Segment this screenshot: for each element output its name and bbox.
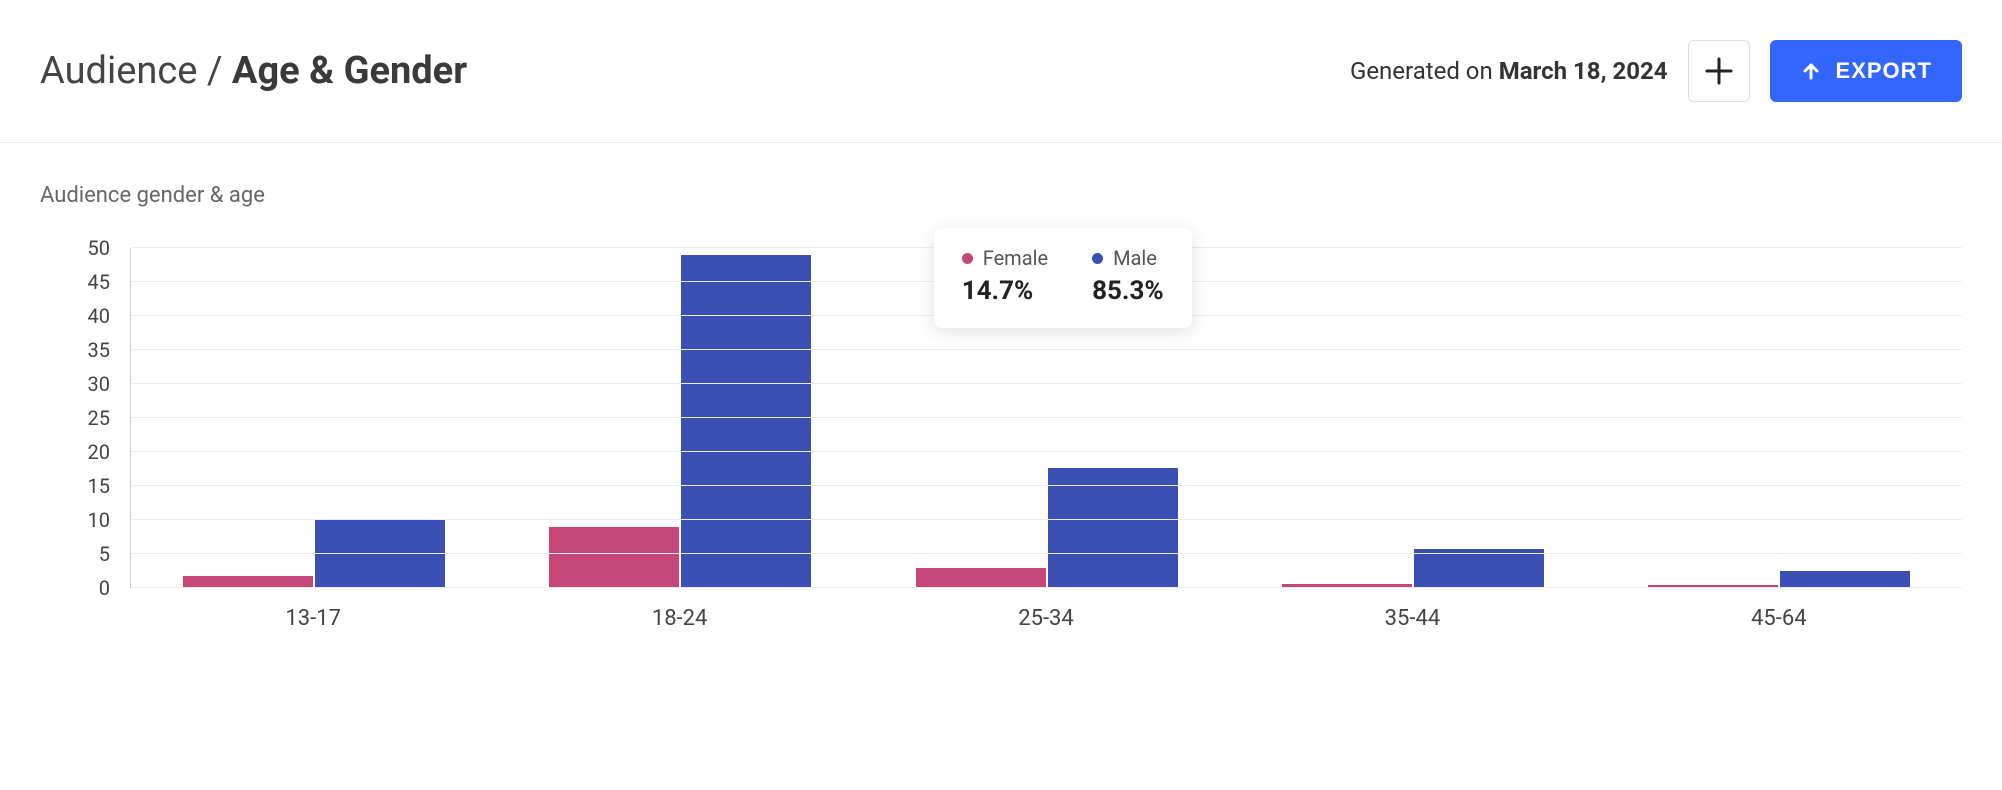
legend-series-value: 85.3% xyxy=(1092,276,1164,306)
legend-card: Female 14.7% Male 85.3% xyxy=(934,228,1192,328)
bar-group xyxy=(131,248,497,588)
bar-male xyxy=(1414,549,1544,588)
grid-line xyxy=(131,553,1962,554)
legend-item: Female 14.7% xyxy=(962,246,1048,306)
chart-area: 05101520253035404550 Female14.7%Male85.3… xyxy=(40,248,1962,588)
x-tick-label: 35-44 xyxy=(1229,606,1595,631)
legend-series-name: Male xyxy=(1113,246,1157,270)
y-tick-label: 30 xyxy=(88,372,110,396)
y-tick-label: 25 xyxy=(88,406,110,430)
legend-series: Male xyxy=(1092,246,1157,270)
chart-wrap: 05101520253035404550 Female14.7%Male85.3… xyxy=(40,248,1962,631)
bar-group xyxy=(1596,248,1962,588)
grid-line xyxy=(131,349,1962,350)
grid-line xyxy=(131,519,1962,520)
generated-date: March 18, 2024 xyxy=(1499,57,1668,85)
y-tick-label: 45 xyxy=(88,270,110,294)
x-tick-label: 45-64 xyxy=(1596,606,1962,631)
legend-series: Female xyxy=(962,246,1048,270)
x-tick-label: 13-17 xyxy=(130,606,496,631)
generated-on: Generated on March 18, 2024 xyxy=(1350,57,1668,85)
y-tick-label: 5 xyxy=(99,542,110,566)
chart-title: Audience gender & age xyxy=(40,183,1962,208)
bar-group xyxy=(497,248,863,588)
plus-icon xyxy=(1704,56,1734,86)
legend-dot-icon xyxy=(962,253,973,264)
x-tick-label: 18-24 xyxy=(496,606,862,631)
grid-line xyxy=(131,383,1962,384)
header-actions: Generated on March 18, 2024 EXPORT xyxy=(1350,40,1962,102)
y-tick-label: 35 xyxy=(88,338,110,362)
y-tick-label: 15 xyxy=(88,474,110,498)
export-label: EXPORT xyxy=(1836,58,1932,84)
breadcrumb-parent: Audience xyxy=(40,49,197,93)
breadcrumb-current: Age & Gender xyxy=(232,49,467,93)
grid-line xyxy=(131,417,1962,418)
legend-item: Male 85.3% xyxy=(1092,246,1164,306)
breadcrumb-sep: / xyxy=(197,49,232,93)
y-tick-label: 40 xyxy=(88,304,110,328)
grid-line xyxy=(131,587,1962,588)
grid-line xyxy=(131,485,1962,486)
y-axis: 05101520253035404550 xyxy=(40,248,130,588)
breadcrumb: Audience / Age & Gender xyxy=(40,49,467,93)
bar-male xyxy=(681,255,811,588)
upload-icon xyxy=(1800,60,1822,82)
bar-female xyxy=(916,568,1046,588)
legend-dot-icon xyxy=(1092,253,1103,264)
legend-series-value: 14.7% xyxy=(962,276,1034,306)
y-tick-label: 50 xyxy=(88,236,110,260)
y-tick-label: 20 xyxy=(88,440,110,464)
bar-female xyxy=(549,527,679,588)
legend-series-name: Female xyxy=(983,246,1048,270)
export-button[interactable]: EXPORT xyxy=(1770,40,1962,102)
chart-section: Audience gender & age 0 5 10 15 20 25 30 35 40 45… xyxy=(0,143,2002,661)
x-axis: 13-1718-2425-3435-4445-64 xyxy=(130,606,1962,631)
y-tick-label: 0 xyxy=(99,576,110,600)
y-tick-label: 10 xyxy=(88,508,110,532)
bar-male xyxy=(1780,571,1910,588)
add-button[interactable] xyxy=(1688,40,1750,102)
bar-group xyxy=(1230,248,1596,588)
generated-prefix: Generated on xyxy=(1350,57,1499,85)
x-tick-label: 25-34 xyxy=(863,606,1229,631)
grid-line xyxy=(131,451,1962,452)
page-header: Audience / Age & Gender Generated on Mar… xyxy=(0,0,2002,143)
